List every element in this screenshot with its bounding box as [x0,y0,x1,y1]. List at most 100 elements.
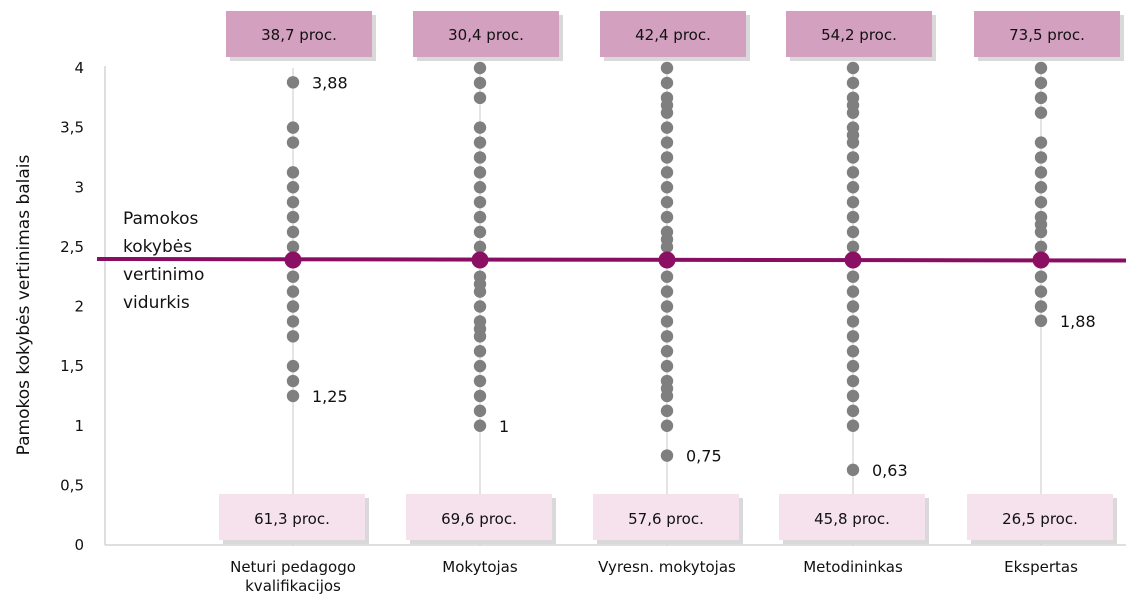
average-label-line: vertinimo [123,265,204,285]
category-labels: Neturi pedagogo kvalifikacijos Mokytojas Vy… [230,558,1078,595]
data-point [846,181,860,194]
data-point [286,121,300,134]
axes [104,66,1126,546]
category-label: Neturi pedagogo kvalifikacijos [230,558,356,595]
data-point [286,240,300,254]
data-point [660,166,674,179]
below-percent-box [593,494,739,540]
below-percent-box [779,494,925,540]
data-point [660,404,674,418]
data-point [660,121,674,134]
data-point [286,210,300,224]
data-point [846,195,860,209]
data-point [473,181,487,194]
data-point [286,136,300,149]
data-point [473,91,487,105]
data-point [286,166,300,179]
data-point [1034,270,1048,283]
category-label-line: Metodininkas [803,558,903,576]
y-tick-label: 2 [74,298,84,316]
average-point [1032,251,1050,269]
average-point [471,251,489,269]
below-percent-label: 45,8 proc. [814,510,890,528]
data-point [1034,314,1048,328]
point-data-label: 0,63 [872,461,908,480]
above-percent-box [786,11,932,57]
y-tick-label: 3 [74,178,84,196]
data-point [660,61,674,75]
data-point [846,225,860,239]
data-point [473,240,487,254]
point-data-label: 0,75 [686,447,722,466]
data-point [846,330,860,343]
data-point [846,419,860,432]
category-label-line: Ekspertas [1004,558,1078,576]
category-label-line: Vyresn. mokytojas [598,558,736,576]
data-point [286,330,300,343]
above-percent-label: 54,2 proc. [821,26,897,44]
data-point [473,389,487,403]
data-point [846,315,860,328]
data-point [286,270,300,283]
point-data-label: 1 [499,417,509,436]
data-point [846,76,860,90]
category-label: Vyresn. mokytojas [598,558,736,576]
data-point [473,300,487,313]
data-point [286,315,300,328]
data-point [286,195,300,209]
y-axis-label: Pamokos kokybės vertinimas balais [14,154,34,455]
data-point [473,121,487,134]
category-label: Ekspertas [1004,558,1078,576]
data-point [660,315,674,328]
data-point [286,359,300,373]
data-point [1034,136,1048,149]
point-data-label: 1,25 [312,387,348,406]
data-point [1034,300,1048,313]
data-point [846,374,860,388]
data-point [1034,195,1048,209]
above-percent-box [226,11,372,57]
category-label-line: Neturi pedagogo [230,558,356,576]
category-label: Metodininkas [803,558,903,576]
data-point [846,240,860,254]
data-point [473,315,487,328]
data-point [1034,106,1048,119]
data-point [846,285,860,298]
data-point [1034,151,1048,164]
data-point [473,345,487,358]
data-point [473,210,487,224]
category-label: Mokytojas [442,558,518,576]
data-point [473,359,487,373]
data-point [660,181,674,194]
data-point [846,463,860,477]
category-label-line: Mokytojas [442,558,518,576]
data-points [286,61,1048,477]
data-point [846,61,860,75]
data-point [846,166,860,179]
data-point [1034,210,1048,224]
below-percent-label: 26,5 proc. [1002,510,1078,528]
average-line [96,256,1126,263]
data-point [660,374,674,388]
data-point [660,345,674,358]
data-point [1034,240,1048,254]
percent-boxes: 38,7 proc. 30,4 proc. 42,4 proc. 54,2 proc.… [219,11,1124,544]
data-point [846,210,860,224]
data-point [1034,61,1048,75]
point-data-label: 3,88 [312,73,348,92]
average-point [844,251,862,269]
data-point [660,136,674,149]
data-point [1034,76,1048,90]
below-percent-label: 69,6 proc. [441,510,517,528]
data-point [660,449,674,462]
data-point [660,195,674,209]
data-point [1034,91,1048,105]
y-tick-label: 3,5 [60,119,84,137]
above-percent-box [600,11,746,57]
y-tick-labels: 0 0,5 1 1,5 2 2,5 3 3,5 4 [60,59,84,554]
data-point [660,300,674,313]
data-point [846,121,860,134]
data-point [660,285,674,298]
data-point [1034,166,1048,179]
data-point [286,374,300,388]
